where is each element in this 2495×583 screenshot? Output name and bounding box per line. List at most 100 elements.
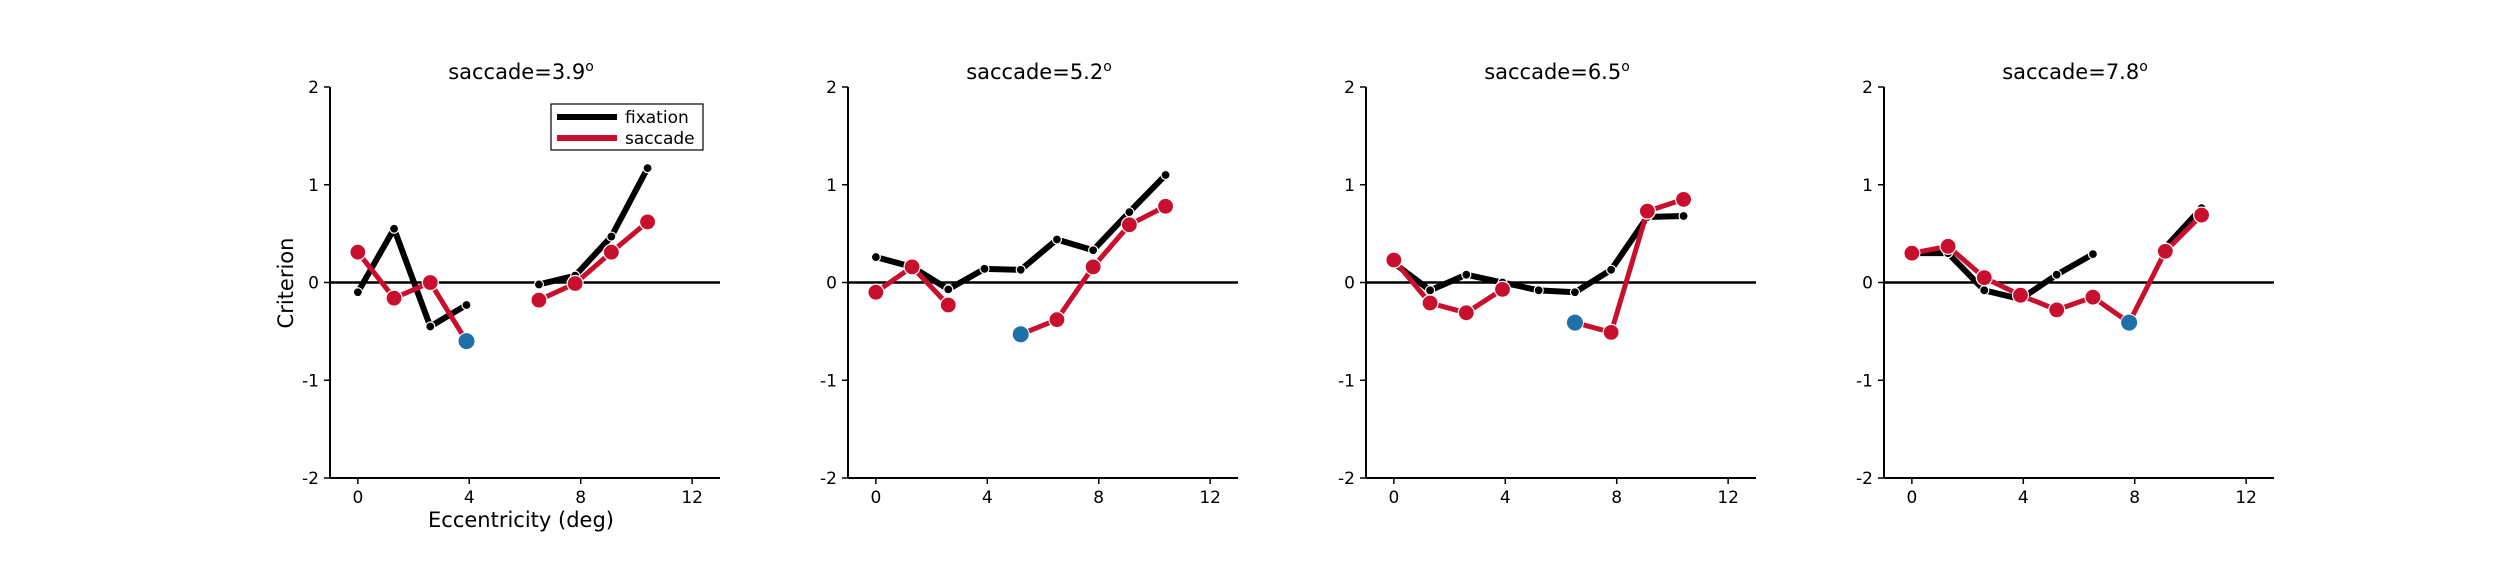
y-tick-label: -1 [1856,371,1873,391]
x-tick-label: 4 [1500,488,1511,508]
saccade-point [1903,244,1921,262]
saccade-target-point [1565,313,1584,332]
x-tick-label: 12 [1199,488,1221,508]
saccade-point [602,243,620,261]
fixation-point [2051,269,2062,280]
fixation-point [1424,285,1436,296]
fixation-point [1678,210,1689,222]
saccade-point [421,273,439,292]
x-tick-label: 8 [1093,488,1104,508]
saccade-point [566,274,584,293]
chart-title-superscript: o [2139,59,2148,75]
y-tick-label: 1 [826,176,837,196]
fixation-line-segment [1908,250,2096,303]
y-tick-label: 0 [1862,274,1873,294]
y-tick-label: -2 [1338,469,1355,489]
x-tick-label: 8 [575,488,586,508]
saccade-point [1493,280,1512,298]
x-axis-label: Eccentricity (deg) [428,508,614,532]
fixation-point [1088,245,1099,256]
y-tick-label: 0 [308,274,319,294]
chart-title: saccade=7.8o [2002,59,2148,84]
fixation-point [1124,207,1135,218]
x-tick-label: 12 [1717,488,1739,508]
y-tick-label: 2 [1344,78,1355,98]
chart-title-superscript: o [1621,59,1630,75]
saccade-line-segment [536,219,651,303]
x-tick-label: 4 [2018,488,2029,508]
y-tick-label: -2 [302,469,319,489]
saccade-point [1602,323,1620,341]
saccade-point [1385,251,1403,269]
x-tick-label: 4 [982,488,993,508]
y-tick-label: 2 [1862,78,1873,98]
fixation-point [533,279,545,290]
y-tick-label: 1 [1344,176,1355,196]
x-tick-label: 0 [352,488,363,508]
fixation-point [1051,234,1063,245]
fixation-point [2087,249,2099,260]
fixation-point [943,284,954,295]
saccade-point [638,213,657,231]
chart-title-text: saccade=6.5 [1484,60,1621,84]
chart-title-text: saccade=5.2 [966,60,1103,84]
chart-title-superscript: o [1103,59,1112,75]
x-tick-label: 0 [870,488,881,508]
saccade-point [530,291,548,309]
fixation-point [461,299,472,311]
chart-title-superscript: o [585,59,594,75]
fixation-point [1015,264,1026,275]
x-tick-label: 8 [2129,488,2140,508]
fixation-point [642,163,653,174]
y-tick-label: 2 [308,78,319,98]
saccade-point [2084,288,2102,306]
x-tick-label: 0 [1906,488,1917,508]
x-tick-label: 12 [681,488,703,508]
legend-label-saccade: saccade [625,129,695,149]
fixation-point [606,231,617,242]
x-tick-label: 12 [2235,488,2257,508]
saccade-point [1156,197,1175,215]
saccade-point [1421,294,1439,312]
saccade-point [2048,301,2066,319]
x-tick-label: 8 [1611,488,1622,508]
fixation-point [425,321,436,332]
saccade-line-segment [1391,257,1505,316]
saccade-point [1975,269,1993,287]
y-tick-label: 1 [308,176,319,196]
saccade-point [1674,190,1693,209]
saccade-point [1457,304,1475,322]
saccade-point [903,258,921,276]
fixation-point [1979,285,1990,296]
y-axis-label: Criterion [274,238,298,329]
saccade-target-point [457,332,476,351]
legend-label-fixation: fixation [625,108,689,128]
saccade-line-segment [355,249,469,344]
fixation-point [1461,269,1472,280]
fixation-point [388,223,400,234]
saccade-point [1120,216,1138,234]
y-tick-label: -1 [1338,371,1355,391]
y-tick-label: 1 [1862,176,1873,196]
saccade-point [1939,237,1957,255]
y-tick-label: 0 [826,274,837,294]
saccade-line-segment [1572,196,1687,335]
y-tick-label: -1 [820,371,837,391]
x-tick-label: 0 [1388,488,1399,508]
saccade-target-point [1011,325,1030,344]
chart-title: saccade=3.9o [448,59,594,84]
saccade-point [939,296,957,314]
fixation-point [1569,287,1581,298]
y-tick-label: -1 [302,371,319,391]
chart-title-text: saccade=3.9 [448,60,585,84]
saccade-point [2011,286,2030,304]
fixation-point [870,251,881,263]
y-tick-label: 2 [826,78,837,98]
x-tick-label: 4 [464,488,475,508]
saccade-point [867,283,885,301]
y-tick-label: -2 [1856,469,1873,489]
saccade-point [1638,202,1656,220]
